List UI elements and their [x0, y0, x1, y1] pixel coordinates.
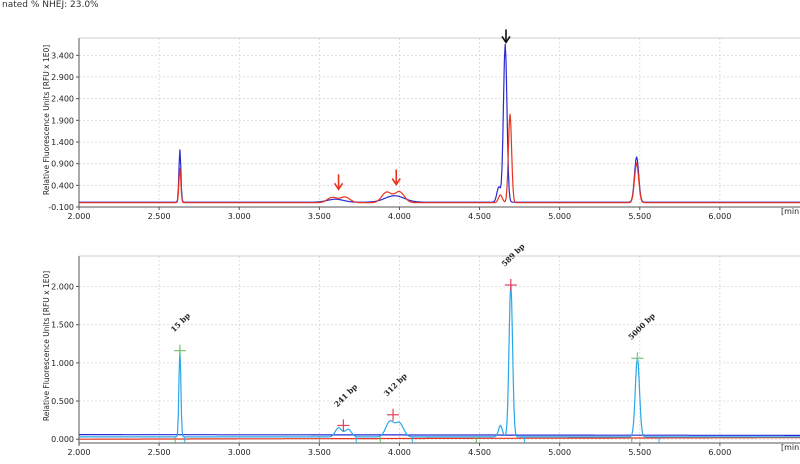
- x-tick-label: 3.500: [308, 448, 331, 457]
- x-tick-label: 3.000: [228, 212, 251, 221]
- header-text: nated % NHEJ: 23.0%: [2, 0, 99, 10]
- series-line: [79, 434, 800, 436]
- x-tick-label: 4.000: [388, 212, 411, 221]
- peak-label: 312 bp: [382, 371, 409, 398]
- x-unit-label: [min]: [781, 207, 800, 216]
- y-tick-label: 2.900: [51, 73, 74, 82]
- y-tick-label: 0.900: [51, 160, 74, 169]
- series-line: [79, 113, 800, 204]
- x-tick-label: 2.000: [68, 212, 91, 221]
- y-tick-label: 0.500: [51, 397, 74, 406]
- x-tick-label: 4.000: [388, 448, 411, 457]
- peak-label: 15 bp: [169, 311, 192, 334]
- y-tick-label: 1.000: [51, 359, 74, 368]
- y-tick-label: -0.100: [48, 203, 74, 212]
- x-tick-label: 6.000: [708, 448, 731, 457]
- annotation-arrow-head: [391, 178, 401, 186]
- x-tick-label: 5.000: [548, 212, 571, 221]
- x-tick-label: 6.000: [708, 212, 731, 221]
- x-tick-label: 5.000: [548, 448, 571, 457]
- x-unit-label: [min]: [781, 443, 800, 452]
- peak-label: 5000 bp: [626, 311, 656, 341]
- x-tick-label: 2.500: [148, 212, 171, 221]
- y-tick-label: 3.400: [51, 51, 74, 60]
- peak-label: 589 bp: [500, 242, 527, 269]
- annotation-arrow-head: [501, 36, 511, 44]
- y-axis-label: Relative Fluorescence Units [RFU x 1E0]: [42, 45, 51, 195]
- x-tick-label: 2.000: [68, 448, 91, 457]
- y-tick-label: 0.000: [51, 435, 74, 444]
- y-tick-label: 1.900: [51, 116, 74, 125]
- x-tick-label: 5.500: [628, 212, 651, 221]
- x-tick-label: 4.500: [468, 212, 491, 221]
- x-tick-label: 2.500: [148, 448, 171, 457]
- series-line: [79, 437, 800, 440]
- peak-label: 241 bp: [332, 382, 359, 409]
- y-axis-label: Relative Fluorescence Units [RFU x 1E0]: [42, 271, 51, 421]
- x-tick-label: 4.500: [468, 448, 491, 457]
- x-tick-label: 3.500: [308, 212, 331, 221]
- x-tick-label: 3.000: [228, 448, 251, 457]
- y-tick-label: 2.400: [51, 95, 74, 104]
- series-line: [79, 284, 800, 438]
- series-line: [79, 43, 800, 203]
- x-tick-label: 5.500: [628, 448, 651, 457]
- y-tick-label: 2.000: [51, 283, 74, 292]
- y-tick-label: 1.500: [51, 321, 74, 330]
- annotation-arrow-head: [333, 182, 344, 191]
- y-tick-label: 1.400: [51, 138, 74, 147]
- y-tick-label: 0.400: [51, 181, 74, 190]
